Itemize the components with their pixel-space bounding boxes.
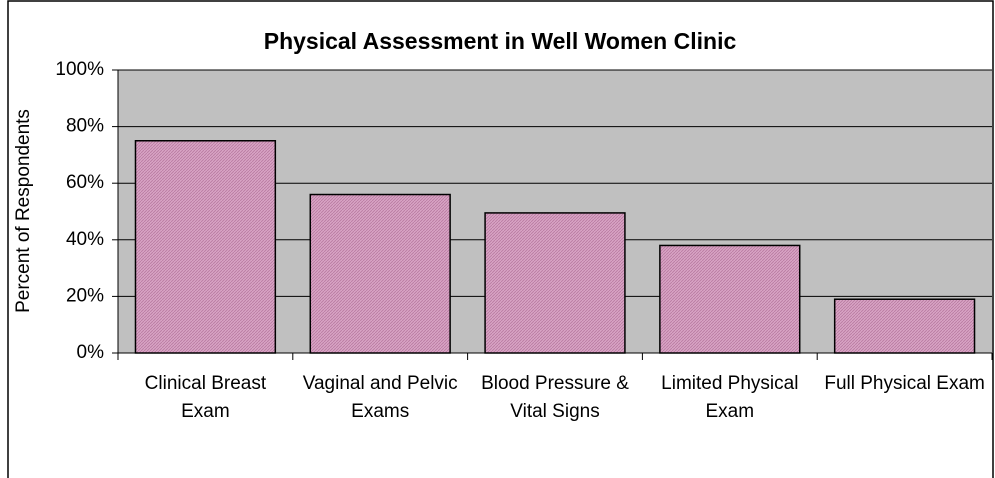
y-tick-label: 0% bbox=[77, 342, 105, 363]
chart-frame bbox=[7, 0, 994, 478]
bar bbox=[833, 298, 976, 354]
x-tick-label: Vaginal and Pelvic Exams bbox=[302, 373, 458, 422]
x-tick-label: Clinical Breast Exam bbox=[144, 373, 267, 422]
y-tick-label: 60% bbox=[66, 172, 104, 193]
y-axis-label: Percent of Respondents bbox=[13, 109, 34, 313]
y-tick-label: 100% bbox=[55, 59, 104, 80]
x-tick-label: Blood Pressure & Vital Signs bbox=[481, 373, 629, 422]
chart-title: Physical Assessment in Well Women Clinic bbox=[264, 28, 737, 54]
y-tick-label: 40% bbox=[66, 229, 104, 250]
x-tick-label: Full Physical Exam bbox=[824, 373, 985, 394]
y-tick-label: 20% bbox=[66, 285, 104, 306]
bar bbox=[484, 212, 626, 354]
bar bbox=[659, 244, 801, 354]
y-tick-label: 80% bbox=[66, 116, 104, 137]
x-tick-label: Limited Physical Exam bbox=[661, 373, 799, 422]
bar bbox=[309, 193, 451, 354]
bar bbox=[134, 140, 277, 354]
